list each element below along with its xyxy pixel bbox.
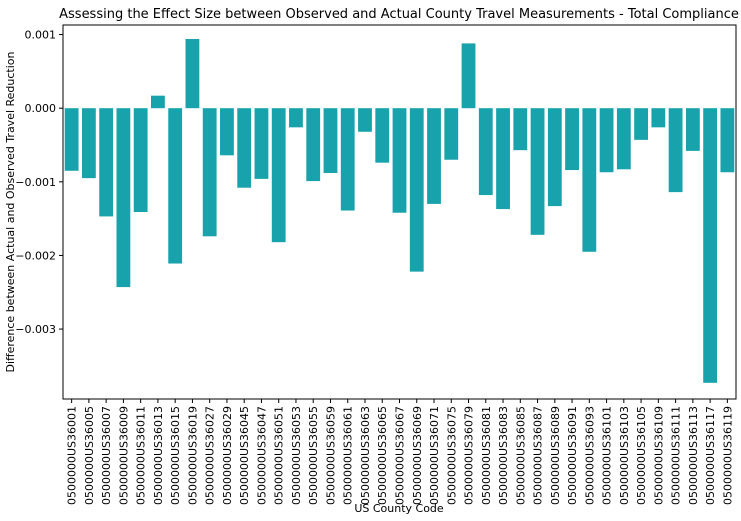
bar-0500000US36059: [323, 108, 338, 173]
x-tick-label: 0500000US36029: [221, 406, 234, 505]
bar-0500000US36113: [685, 108, 700, 151]
bar-0500000US36081: [478, 108, 493, 196]
x-tick-label: 0500000US36047: [255, 406, 268, 505]
x-tick-label: 0500000US36061: [342, 406, 355, 505]
bar-0500000US36053: [289, 108, 303, 128]
bar-0500000US36117: [703, 108, 718, 383]
x-tick-label: 0500000US36075: [445, 406, 458, 505]
bar-0500000US36119: [720, 108, 735, 173]
x-tick-label: 0500000US36089: [549, 406, 562, 505]
y-tick-label: −0.003: [15, 323, 56, 336]
x-tick-label: 0500000US36119: [721, 406, 734, 505]
bar-0500000US36029: [220, 108, 234, 156]
x-tick-label: 0500000US36007: [100, 406, 113, 505]
bar-0500000US36045: [237, 108, 252, 188]
bar-0500000US36001: [64, 108, 79, 171]
bar-0500000US36009: [116, 108, 131, 288]
x-tick-label: 0500000US36009: [117, 406, 130, 505]
x-tick-label: 0500000US36045: [238, 406, 251, 505]
x-tick-label: 0500000US36079: [463, 406, 476, 505]
bar-0500000US36007: [99, 108, 114, 217]
bar-0500000US36093: [582, 108, 597, 252]
bar-0500000US36005: [81, 108, 96, 179]
bar-0500000US36027: [202, 108, 217, 237]
x-tick-label: 0500000US36065: [376, 406, 389, 505]
bar-0500000US36011: [133, 108, 148, 212]
x-tick-label: 0500000US36113: [687, 406, 700, 505]
x-tick-label: 0500000US36069: [411, 406, 424, 505]
bar-0500000US36051: [271, 108, 286, 243]
x-tick-label: 0500000US36103: [618, 406, 631, 505]
x-tick-label: 0500000US36081: [480, 406, 493, 505]
bar-0500000US36055: [306, 108, 321, 182]
bar-0500000US36087: [530, 108, 545, 235]
bar-0500000US36015: [168, 108, 183, 264]
bar-0500000US36083: [496, 108, 510, 210]
bar-0500000US36109: [651, 108, 666, 128]
bar-0500000US36089: [547, 108, 562, 207]
bar-0500000US36063: [358, 108, 372, 132]
bar-0500000US36111: [668, 108, 683, 193]
x-tick-label: 0500000US36109: [652, 406, 665, 505]
bar-0500000US36067: [392, 108, 407, 213]
x-tick-label: 0500000US36071: [428, 406, 441, 505]
bar-0500000US36091: [565, 108, 579, 171]
x-tick-label: 0500000US36111: [670, 406, 683, 505]
bar-0500000US36065: [375, 108, 390, 163]
x-tick-label: 0500000US36015: [169, 406, 182, 505]
y-tick-label: 0.000: [25, 102, 57, 115]
bar-0500000US36019: [185, 38, 200, 109]
x-axis-label: US County Code: [354, 502, 444, 515]
x-tick-label: 0500000US36011: [135, 406, 148, 505]
bars-group: [64, 38, 735, 383]
x-tick-label: 0500000US36101: [601, 406, 614, 505]
y-axis-label: Difference between Actual and Observed T…: [4, 51, 17, 372]
x-tick-label: 0500000US36013: [152, 406, 165, 505]
x-tick-label: 0500000US36051: [273, 406, 286, 505]
x-tick-label: 0500000US36005: [83, 406, 96, 505]
x-axis-ticks: 0500000US36001 0500000US36005 0500000US360…: [66, 399, 734, 505]
plot-frame: [62, 24, 737, 400]
chart-title: Assessing the Effect Size between Observ…: [59, 7, 739, 22]
x-tick-label: 0500000US36053: [290, 406, 303, 505]
x-tick-label: 0500000US36001: [66, 406, 79, 505]
bar-0500000US36105: [634, 108, 648, 140]
x-tick-label: 0500000US36117: [704, 406, 717, 505]
x-tick-label: 0500000US36063: [359, 406, 372, 505]
y-tick-label: 0.001: [25, 29, 57, 42]
x-tick-label: 0500000US36091: [566, 406, 579, 505]
bar-0500000US36069: [409, 108, 424, 272]
bar-0500000US36079: [461, 43, 476, 109]
bar-0500000US36085: [513, 108, 528, 151]
bar-0500000US36075: [444, 108, 459, 160]
x-tick-label: 0500000US36093: [583, 406, 596, 505]
x-tick-label: 0500000US36027: [204, 406, 217, 505]
bar-0500000US36013: [151, 95, 165, 109]
bar-0500000US36071: [427, 108, 441, 204]
bar-0500000US36101: [599, 108, 614, 173]
x-tick-label: 0500000US36059: [324, 406, 337, 505]
x-tick-label: 0500000US36067: [394, 406, 407, 505]
x-tick-label: 0500000US36083: [497, 406, 510, 505]
x-tick-label: 0500000US36085: [514, 406, 527, 505]
y-axis-ticks: 0.001 0.000 −0.001 −0.002 −0.003: [15, 29, 63, 336]
bar-0500000US36061: [340, 108, 355, 211]
y-tick-label: −0.001: [15, 176, 56, 189]
x-tick-label: 0500000US36055: [307, 406, 320, 505]
bar-0500000US36103: [616, 108, 631, 170]
x-tick-label: 0500000US36087: [532, 406, 545, 505]
bar-0500000US36047: [254, 108, 269, 179]
x-tick-label: 0500000US36019: [186, 406, 199, 505]
y-tick-label: −0.002: [15, 249, 56, 262]
x-tick-label: 0500000US36105: [635, 406, 648, 505]
